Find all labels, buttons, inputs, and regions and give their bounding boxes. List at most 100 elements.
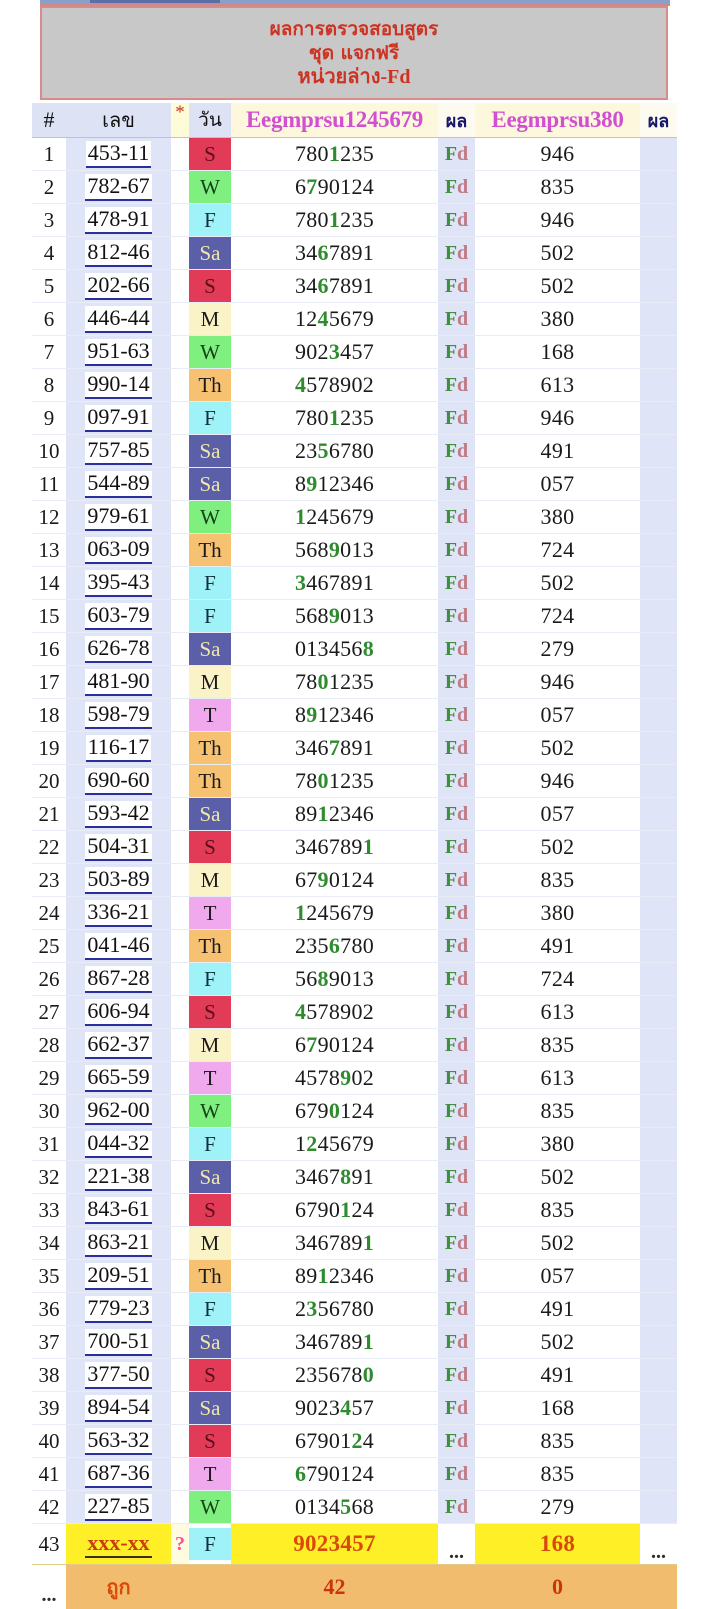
row-number-cell[interactable]: 481-90 bbox=[66, 666, 171, 699]
row-number-cell[interactable]: 593-42 bbox=[66, 798, 171, 831]
row-number-cell[interactable]: 503-89 bbox=[66, 864, 171, 897]
row-set1: 8912346 bbox=[231, 798, 438, 831]
row-number-cell[interactable]: 202-66 bbox=[66, 270, 171, 303]
row-number-cell[interactable]: 116-17 bbox=[66, 732, 171, 765]
row-number-cell[interactable]: 453-11 bbox=[66, 138, 171, 171]
row-number-cell[interactable]: 894-54 bbox=[66, 1392, 171, 1425]
row-index: 11 bbox=[32, 468, 66, 501]
row-number-cell[interactable]: 690-60 bbox=[66, 765, 171, 798]
result-f: F bbox=[445, 374, 457, 396]
row-number: 951-63 bbox=[85, 339, 151, 366]
row-set2: 380 bbox=[475, 1128, 640, 1161]
prediction-set1: 9023457 bbox=[231, 1524, 438, 1565]
row-number-cell[interactable]: 990-14 bbox=[66, 369, 171, 402]
row-set2: 946 bbox=[475, 765, 640, 798]
row-number-cell[interactable]: 843-61 bbox=[66, 1194, 171, 1227]
prediction-star: ? bbox=[171, 1524, 189, 1565]
row-result2 bbox=[640, 270, 677, 303]
row-number-cell[interactable]: 626-78 bbox=[66, 633, 171, 666]
row-number-cell[interactable]: 377-50 bbox=[66, 1359, 171, 1392]
row-number-cell[interactable]: 979-61 bbox=[66, 501, 171, 534]
row-number-cell[interactable]: 863-21 bbox=[66, 1227, 171, 1260]
row-number-cell[interactable]: 063-09 bbox=[66, 534, 171, 567]
row-number-cell[interactable]: 395-43 bbox=[66, 567, 171, 600]
result-d: d bbox=[457, 407, 468, 429]
result-d: d bbox=[457, 902, 468, 924]
row-number-cell[interactable]: 563-32 bbox=[66, 1425, 171, 1458]
row-number-cell[interactable]: 544-89 bbox=[66, 468, 171, 501]
result-d: d bbox=[457, 1430, 468, 1452]
row-set1: 4578902 bbox=[231, 1062, 438, 1095]
row-result1: Fd bbox=[438, 237, 475, 270]
row-number-cell[interactable]: 221-38 bbox=[66, 1161, 171, 1194]
row-number-cell[interactable]: 757-85 bbox=[66, 435, 171, 468]
day-badge: M bbox=[189, 1029, 231, 1061]
row-day-cell: F bbox=[189, 1128, 231, 1161]
row-number-cell[interactable]: 665-59 bbox=[66, 1062, 171, 1095]
prediction-number-cell[interactable]: xxx-xx bbox=[66, 1524, 171, 1565]
row-result2 bbox=[640, 1029, 677, 1062]
row-number-cell[interactable]: 662-37 bbox=[66, 1029, 171, 1062]
row-index: 37 bbox=[32, 1326, 66, 1359]
row-number-cell[interactable]: 598-79 bbox=[66, 699, 171, 732]
row-number-cell[interactable]: 782-67 bbox=[66, 171, 171, 204]
result-f: F bbox=[445, 704, 457, 726]
row-number-cell[interactable]: 603-79 bbox=[66, 600, 171, 633]
row-set2: 279 bbox=[475, 1491, 640, 1524]
row-day-cell: M bbox=[189, 864, 231, 897]
result-f: F bbox=[445, 473, 457, 495]
highlighted-digit: 0 bbox=[318, 669, 329, 694]
highlighted-digit: 0 bbox=[363, 1362, 374, 1387]
row-star bbox=[171, 1095, 189, 1128]
row-number-cell[interactable]: 867-28 bbox=[66, 963, 171, 996]
row-number-cell[interactable]: 478-91 bbox=[66, 204, 171, 237]
row-result2 bbox=[640, 699, 677, 732]
row-result2 bbox=[640, 666, 677, 699]
row-result1: Fd bbox=[438, 897, 475, 930]
row-number-cell[interactable]: 504-31 bbox=[66, 831, 171, 864]
row-number: 503-89 bbox=[85, 867, 151, 894]
row-index: 34 bbox=[32, 1227, 66, 1260]
row-result2 bbox=[640, 1161, 677, 1194]
row-number-cell[interactable]: 687-36 bbox=[66, 1458, 171, 1491]
row-number-cell[interactable]: 097-91 bbox=[66, 402, 171, 435]
result-f: F bbox=[445, 803, 457, 825]
row-number-cell[interactable]: 044-32 bbox=[66, 1128, 171, 1161]
row-number-cell[interactable]: 779-23 bbox=[66, 1293, 171, 1326]
row-day-cell: W bbox=[189, 336, 231, 369]
row-set2: 946 bbox=[475, 204, 640, 237]
row-number-cell[interactable]: 812-46 bbox=[66, 237, 171, 270]
result-f: F bbox=[445, 1463, 457, 1485]
row-number-cell[interactable]: 041-46 bbox=[66, 930, 171, 963]
row-index: 23 bbox=[32, 864, 66, 897]
row-star bbox=[171, 435, 189, 468]
day-badge: S bbox=[189, 831, 231, 863]
row-result2 bbox=[640, 864, 677, 897]
row-number-cell[interactable]: 951-63 bbox=[66, 336, 171, 369]
row-number-cell[interactable]: 446-44 bbox=[66, 303, 171, 336]
row-number-cell[interactable]: 962-00 bbox=[66, 1095, 171, 1128]
row-result2 bbox=[640, 303, 677, 336]
row-result2 bbox=[640, 1128, 677, 1161]
row-number-cell[interactable]: 606-94 bbox=[66, 996, 171, 1029]
highlighted-digit: 3 bbox=[295, 570, 306, 595]
row-number-cell[interactable]: 227-85 bbox=[66, 1491, 171, 1524]
row-number-cell[interactable]: 209-51 bbox=[66, 1260, 171, 1293]
result-d: d bbox=[457, 572, 468, 594]
row-number-cell[interactable]: 700-51 bbox=[66, 1326, 171, 1359]
day-badge: F bbox=[189, 402, 231, 434]
row-set1: 5689013 bbox=[231, 534, 438, 567]
row-result1: Fd bbox=[438, 732, 475, 765]
result-f: F bbox=[445, 605, 457, 627]
row-number-cell[interactable]: 336-21 bbox=[66, 897, 171, 930]
row-star bbox=[171, 1392, 189, 1425]
